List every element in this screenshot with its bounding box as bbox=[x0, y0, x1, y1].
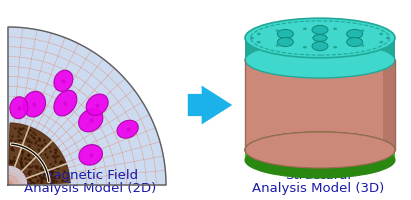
Ellipse shape bbox=[245, 132, 395, 168]
FancyArrowPatch shape bbox=[188, 86, 232, 124]
Ellipse shape bbox=[277, 38, 293, 47]
Ellipse shape bbox=[360, 29, 365, 32]
Polygon shape bbox=[245, 150, 395, 160]
Ellipse shape bbox=[245, 42, 395, 78]
Ellipse shape bbox=[245, 132, 395, 168]
Ellipse shape bbox=[10, 97, 28, 119]
Ellipse shape bbox=[257, 33, 261, 35]
Polygon shape bbox=[383, 60, 395, 150]
Text: Analysis Model (2D): Analysis Model (2D) bbox=[24, 182, 156, 195]
Ellipse shape bbox=[379, 41, 383, 43]
Ellipse shape bbox=[303, 28, 307, 30]
Ellipse shape bbox=[312, 42, 328, 51]
Ellipse shape bbox=[313, 34, 327, 42]
Ellipse shape bbox=[333, 28, 337, 30]
Polygon shape bbox=[8, 27, 166, 185]
Ellipse shape bbox=[276, 29, 279, 32]
Ellipse shape bbox=[86, 94, 108, 115]
Ellipse shape bbox=[245, 18, 395, 58]
Text: Magnetic Field: Magnetic Field bbox=[42, 169, 138, 182]
Ellipse shape bbox=[54, 90, 77, 116]
Ellipse shape bbox=[257, 41, 261, 43]
Ellipse shape bbox=[250, 37, 254, 39]
Polygon shape bbox=[9, 123, 70, 184]
Ellipse shape bbox=[303, 46, 307, 48]
Ellipse shape bbox=[54, 70, 73, 91]
Text: Structural: Structural bbox=[285, 169, 351, 182]
Ellipse shape bbox=[312, 25, 328, 34]
Ellipse shape bbox=[360, 44, 365, 47]
Ellipse shape bbox=[245, 142, 395, 178]
Ellipse shape bbox=[346, 29, 363, 38]
Ellipse shape bbox=[379, 33, 383, 35]
Ellipse shape bbox=[117, 120, 138, 138]
Ellipse shape bbox=[346, 38, 363, 47]
Polygon shape bbox=[245, 38, 395, 60]
Ellipse shape bbox=[79, 109, 103, 132]
Text: Analysis Model (3D): Analysis Model (3D) bbox=[252, 182, 384, 195]
Ellipse shape bbox=[333, 46, 337, 48]
Polygon shape bbox=[245, 60, 395, 150]
Ellipse shape bbox=[23, 91, 46, 117]
Ellipse shape bbox=[386, 37, 390, 39]
Ellipse shape bbox=[79, 145, 102, 165]
Ellipse shape bbox=[277, 29, 293, 38]
Ellipse shape bbox=[276, 44, 279, 47]
